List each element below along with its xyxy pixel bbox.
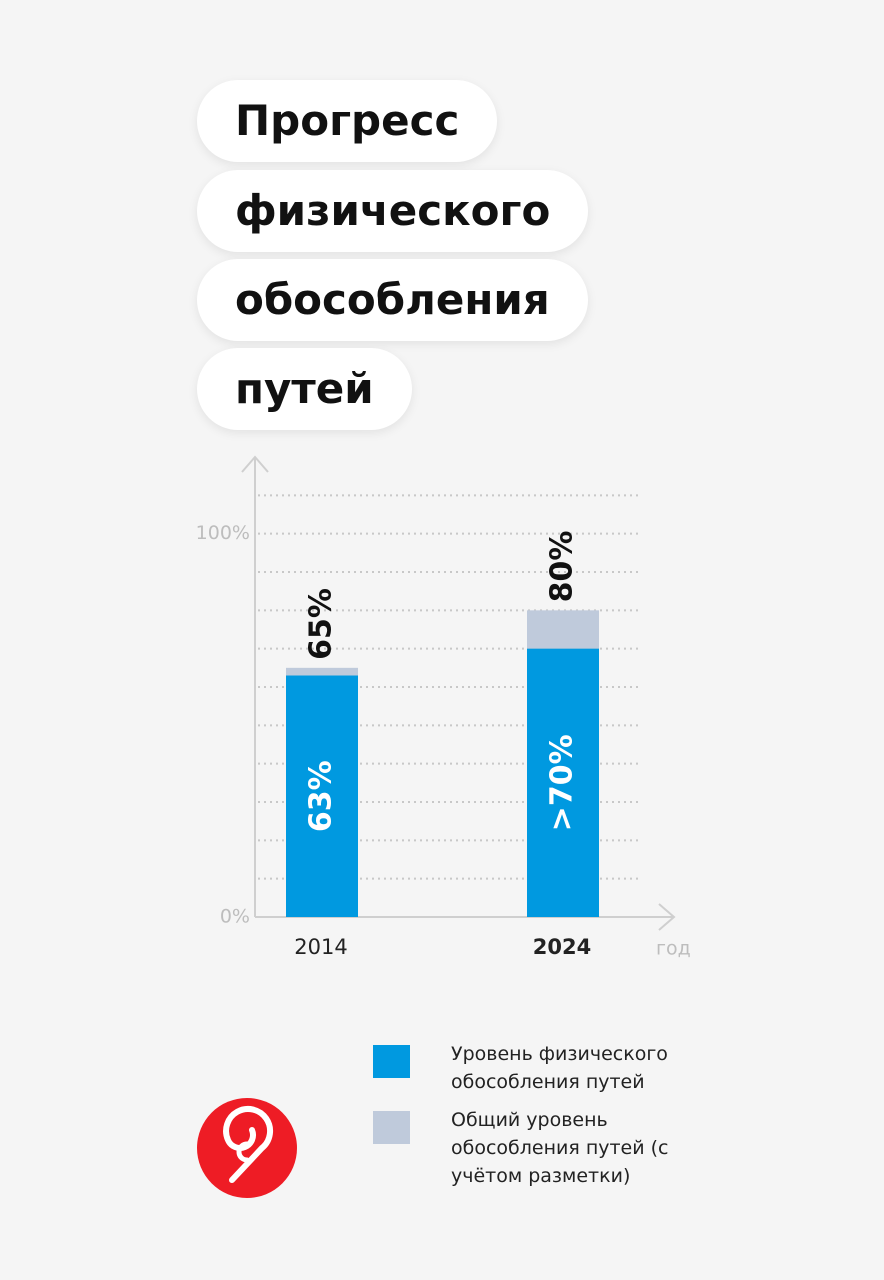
value-label: 80%	[545, 531, 580, 603]
x-axis-label: год	[656, 938, 691, 960]
legend-label: Уровень физического обособления путей	[451, 1043, 668, 1093]
title-line: физического	[197, 170, 589, 252]
value-label: 63%	[304, 760, 339, 832]
bar	[527, 648, 599, 917]
logo	[197, 1098, 297, 1198]
y-tick-label: 0%	[220, 906, 250, 928]
x-tick-label: 2014	[294, 935, 347, 959]
x-tick-label: 2024	[533, 935, 591, 959]
title-line: Прогресс	[197, 80, 498, 162]
title-line: путей	[197, 348, 412, 430]
bar	[286, 675, 358, 917]
title-line: обособления	[197, 259, 588, 341]
y-tick-label: 100%	[196, 522, 250, 544]
value-label: >70%	[545, 734, 580, 831]
legend-label: Общий уровень обособления путей (с учёто…	[451, 1109, 669, 1187]
legend-swatch	[373, 1045, 410, 1078]
legend-swatch	[373, 1111, 410, 1144]
value-label: 65%	[304, 588, 339, 660]
